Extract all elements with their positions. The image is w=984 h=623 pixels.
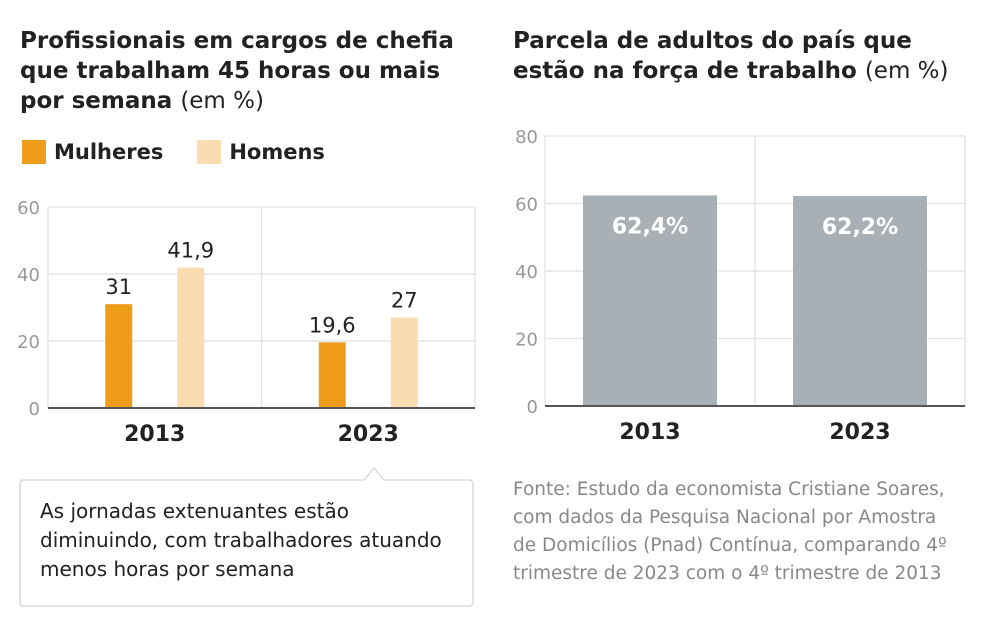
data-label: 41,9	[167, 239, 214, 263]
bar	[177, 267, 205, 408]
x-category-label: 2013	[124, 422, 185, 447]
note-callout: As jornadas extenuantes estão diminuindo…	[19, 466, 474, 607]
left-bar-chart: 0 20 40 60 31 41,9 2013 19,6 27 2023	[17, 198, 476, 447]
bar	[390, 317, 418, 408]
bar	[105, 304, 133, 408]
x-category-label: 2023	[338, 422, 399, 447]
left-chart-title: Profissionais em cargos de chefia que tr…	[20, 26, 490, 116]
x-category-label: 2013	[619, 420, 680, 445]
bar	[793, 196, 927, 406]
legend-swatch-mulheres	[22, 140, 46, 164]
data-label: 62,2%	[822, 215, 898, 240]
data-label: 31	[105, 275, 132, 299]
right-chart-title: Parcela de adultos do país que estão na …	[513, 26, 983, 86]
source-text: Fonte: Estudo da economista Cristiane So…	[513, 479, 947, 584]
note-text: As jornadas extenuantes estão diminuindo…	[40, 499, 442, 581]
left-chart-legend: Mulheres Homens	[22, 140, 359, 164]
legend-item-homens: Homens	[197, 140, 325, 164]
bar	[583, 195, 717, 406]
right-chart-title-text: Parcela de adultos do país que estão na …	[513, 28, 912, 84]
y-tick-label: 40	[17, 265, 40, 286]
y-tick-label: 40	[515, 262, 538, 283]
y-tick-label: 20	[17, 332, 40, 353]
right-bar-chart: 0 20 40 60 80 62,4% 2013 62,2% 2023	[515, 127, 966, 445]
y-tick-label: 0	[29, 399, 40, 420]
legend-item-mulheres: Mulheres	[22, 140, 163, 164]
left-chart-title-unit: (em %)	[180, 88, 264, 114]
y-tick-label: 60	[17, 198, 40, 219]
y-tick-label: 80	[515, 127, 538, 148]
note-callout-bubble	[19, 466, 474, 607]
y-tick-label: 20	[515, 330, 538, 351]
y-tick-label: 0	[527, 397, 538, 418]
legend-label-homens: Homens	[229, 140, 325, 164]
data-label: 27	[391, 289, 418, 313]
bar	[318, 342, 346, 408]
left-chart-title-text: Profissionais em cargos de chefia que tr…	[20, 28, 454, 114]
legend-swatch-homens	[197, 140, 222, 164]
right-chart-title-unit: (em %)	[864, 58, 949, 84]
data-label: 62,4%	[612, 214, 688, 239]
x-category-label: 2023	[829, 420, 890, 445]
legend-label-mulheres: Mulheres	[54, 140, 164, 164]
y-tick-label: 60	[515, 195, 538, 216]
data-label: 19,6	[309, 313, 356, 337]
